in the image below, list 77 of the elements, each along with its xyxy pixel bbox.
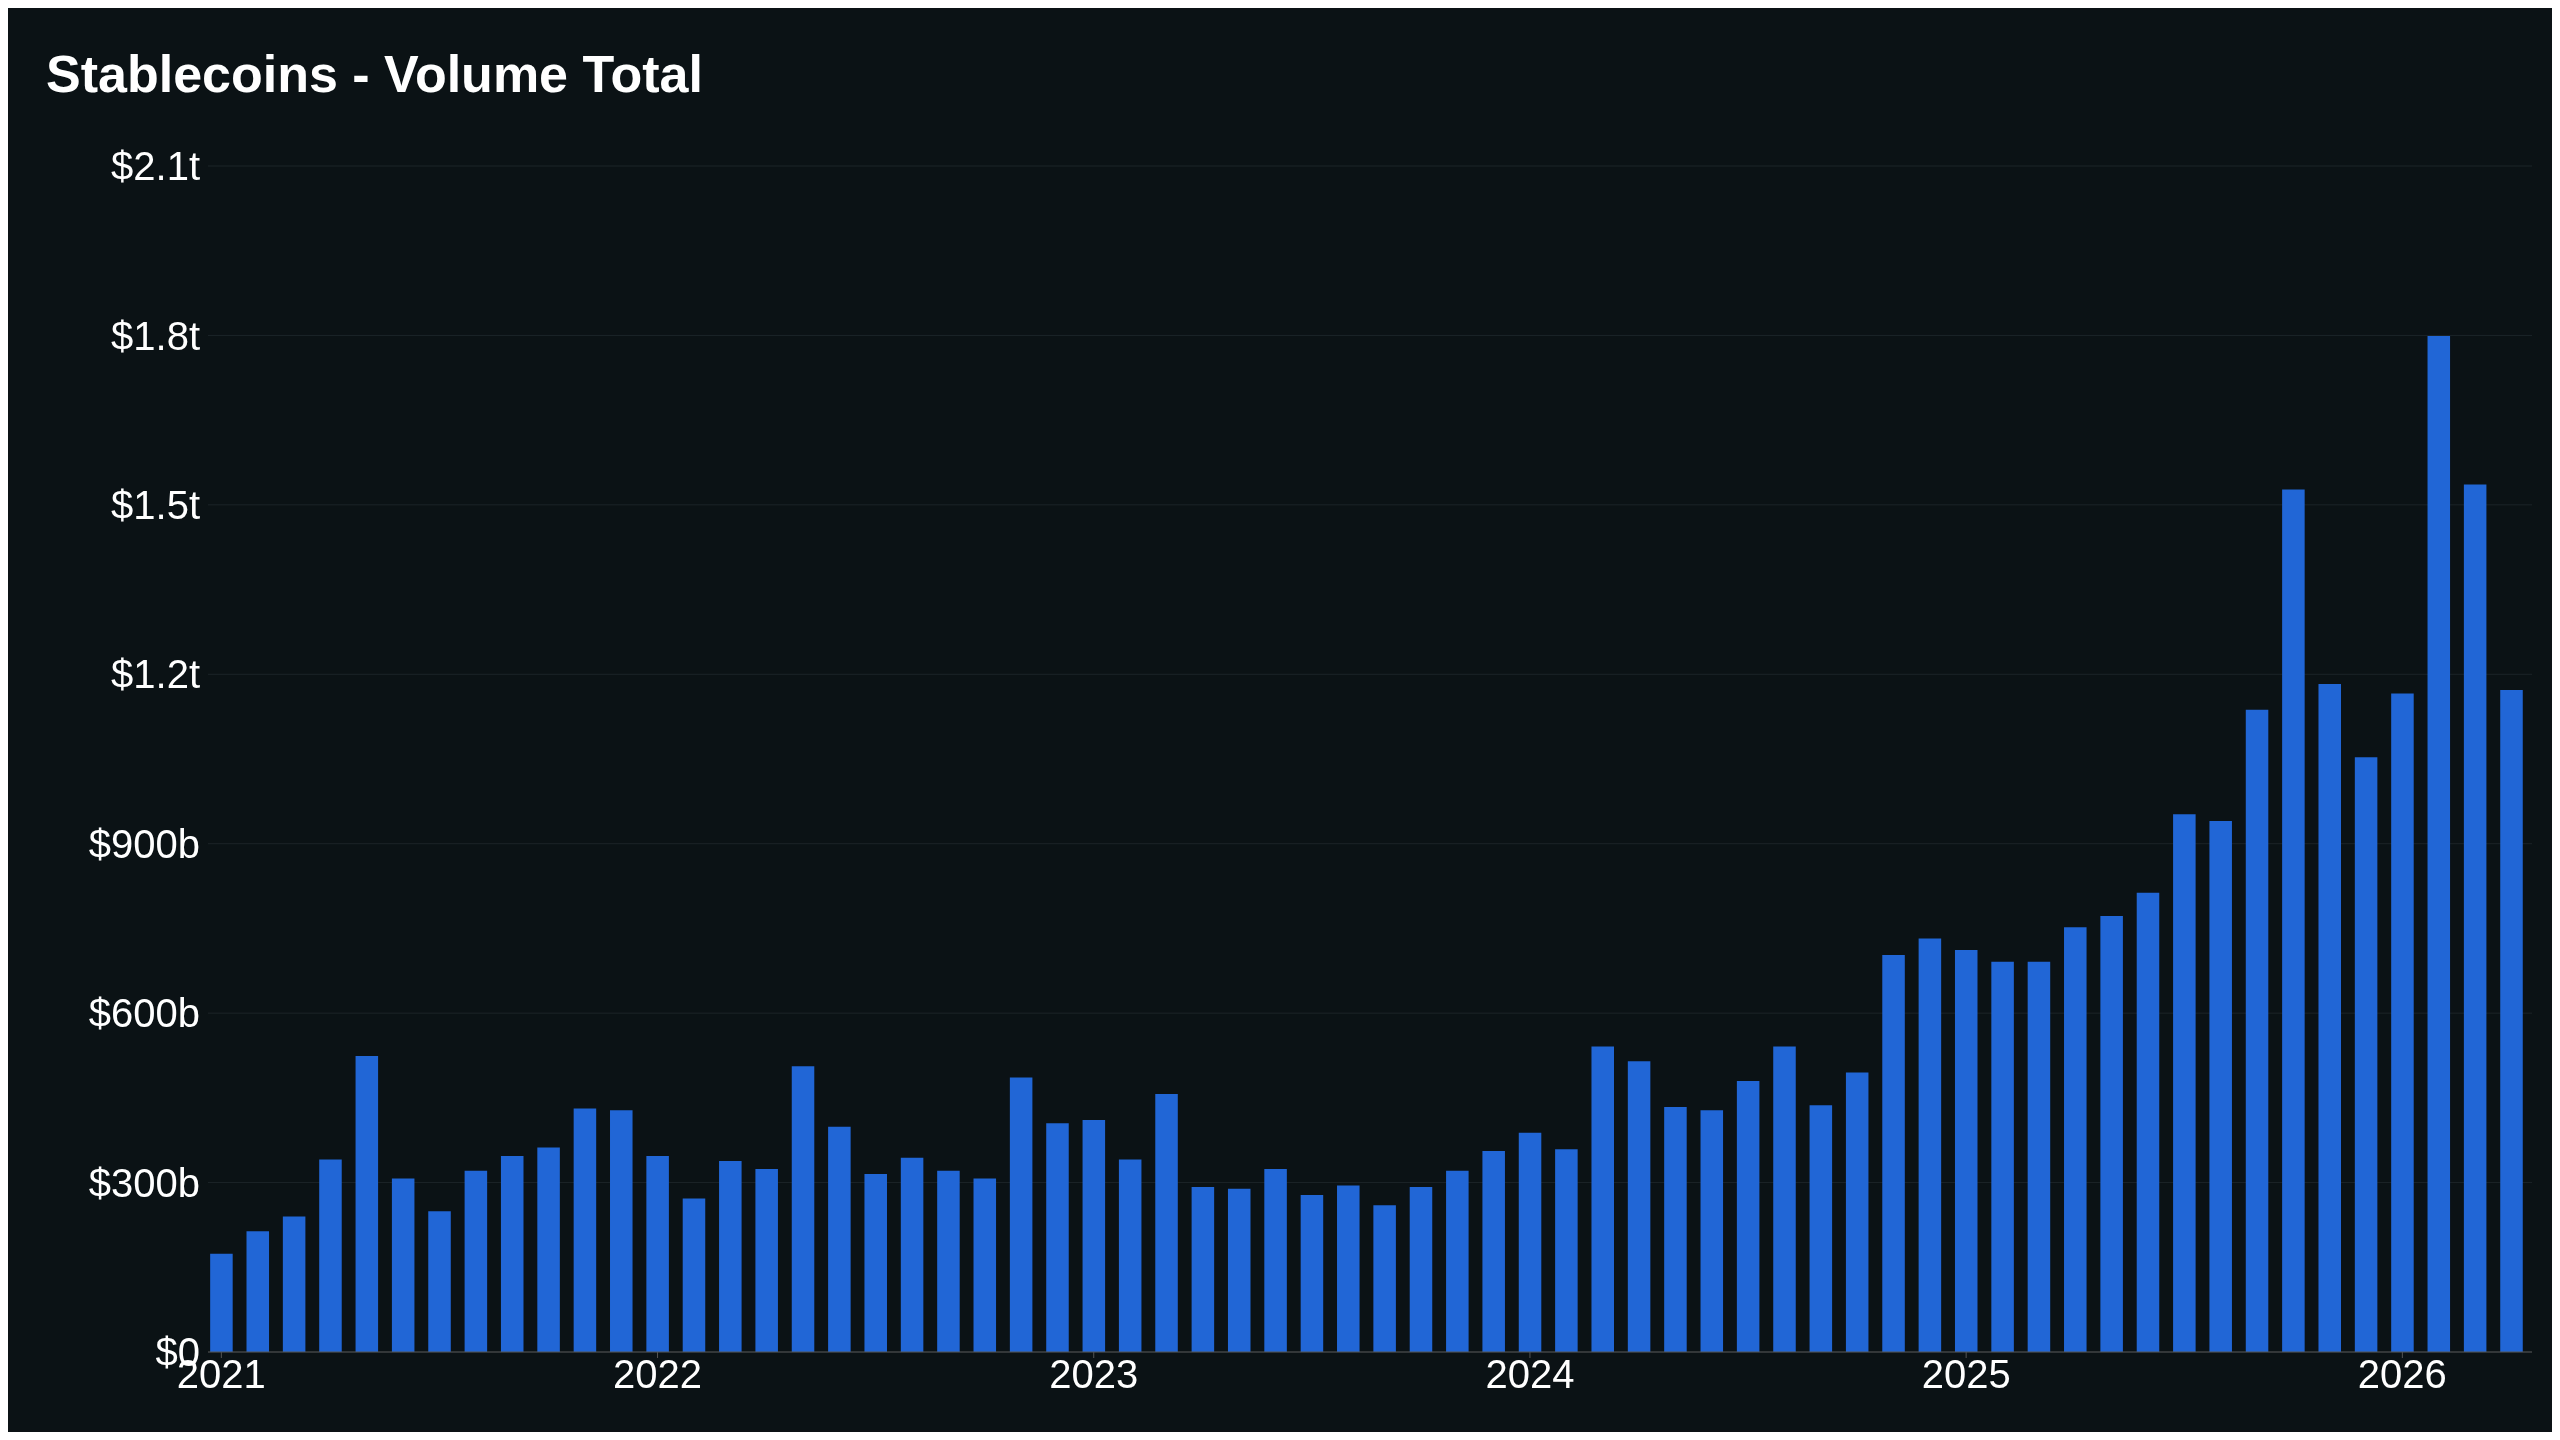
bar xyxy=(428,1211,451,1352)
bar xyxy=(1555,1149,1578,1352)
bar xyxy=(319,1159,342,1352)
bar xyxy=(1664,1106,1687,1352)
bar xyxy=(573,1108,597,1352)
bar xyxy=(2427,335,2451,1352)
bar xyxy=(973,1178,997,1352)
bar xyxy=(1482,1150,1505,1352)
bar xyxy=(1954,949,1978,1352)
bar xyxy=(2282,489,2305,1352)
x-tick-label: 2026 xyxy=(2357,1352,2447,1397)
bar xyxy=(2245,709,2269,1352)
bar xyxy=(900,1157,924,1352)
bar xyxy=(1009,1077,1033,1352)
bar xyxy=(1373,1205,1396,1352)
bar xyxy=(828,1126,851,1352)
bar xyxy=(537,1147,560,1352)
bar xyxy=(1409,1187,1433,1352)
x-tick-label: 2024 xyxy=(1485,1352,1575,1397)
bar xyxy=(2500,690,2523,1352)
bar xyxy=(2209,821,2232,1352)
bar xyxy=(2064,927,2087,1352)
bar xyxy=(1882,954,1905,1352)
bar xyxy=(755,1169,778,1352)
y-tick-label: $900b xyxy=(88,821,200,866)
bar xyxy=(1627,1061,1651,1352)
bar xyxy=(1191,1187,1215,1352)
bar xyxy=(1264,1169,1287,1352)
bar xyxy=(1991,961,2014,1352)
chart-title: Stablecoins - Volume Total xyxy=(46,44,703,104)
bar xyxy=(2100,916,2123,1352)
y-tick-label: $300b xyxy=(88,1160,200,1205)
bar xyxy=(937,1170,960,1352)
bar xyxy=(2027,961,2051,1352)
bar xyxy=(1155,1093,1178,1352)
bar xyxy=(2136,892,2160,1352)
y-tick-label: $1.2t xyxy=(111,652,200,697)
bar xyxy=(682,1198,706,1352)
bar xyxy=(719,1161,742,1352)
bar xyxy=(210,1253,233,1352)
bar xyxy=(1700,1110,1724,1352)
bar xyxy=(2173,814,2196,1352)
x-tick-label: 2022 xyxy=(613,1352,703,1397)
y-tick-label: $1.8t xyxy=(111,313,200,358)
bar xyxy=(1809,1105,1833,1352)
y-tick-label: $600b xyxy=(88,991,200,1036)
bar xyxy=(464,1170,488,1352)
bar xyxy=(1918,938,1942,1352)
y-tick-label: $1.5t xyxy=(111,483,200,528)
bar xyxy=(282,1216,306,1352)
bar xyxy=(1227,1188,1251,1352)
bar xyxy=(355,1056,379,1352)
bar xyxy=(2391,693,2414,1352)
x-tick-label: 2023 xyxy=(1049,1352,1139,1397)
bar xyxy=(1591,1046,1614,1352)
bar xyxy=(1337,1185,1360,1352)
bar xyxy=(1845,1072,1869,1352)
x-tick-label: 2025 xyxy=(1921,1352,2011,1397)
bar xyxy=(1446,1170,1469,1352)
bar xyxy=(610,1110,633,1352)
bar xyxy=(791,1066,815,1352)
bar xyxy=(2354,757,2378,1352)
bar xyxy=(864,1174,887,1352)
bar xyxy=(1300,1195,1324,1352)
bar xyxy=(2318,683,2342,1352)
bar xyxy=(2463,484,2487,1352)
bar xyxy=(1518,1132,1542,1352)
y-tick-label: $2.1t xyxy=(111,144,200,189)
bar xyxy=(1118,1159,1142,1352)
bar xyxy=(391,1178,415,1352)
bar xyxy=(646,1156,669,1352)
bar xyxy=(500,1156,524,1352)
bar xyxy=(246,1231,270,1352)
bar xyxy=(1082,1119,1106,1352)
bar xyxy=(1046,1123,1069,1352)
bar xyxy=(1773,1046,1796,1352)
bar xyxy=(1736,1080,1760,1352)
